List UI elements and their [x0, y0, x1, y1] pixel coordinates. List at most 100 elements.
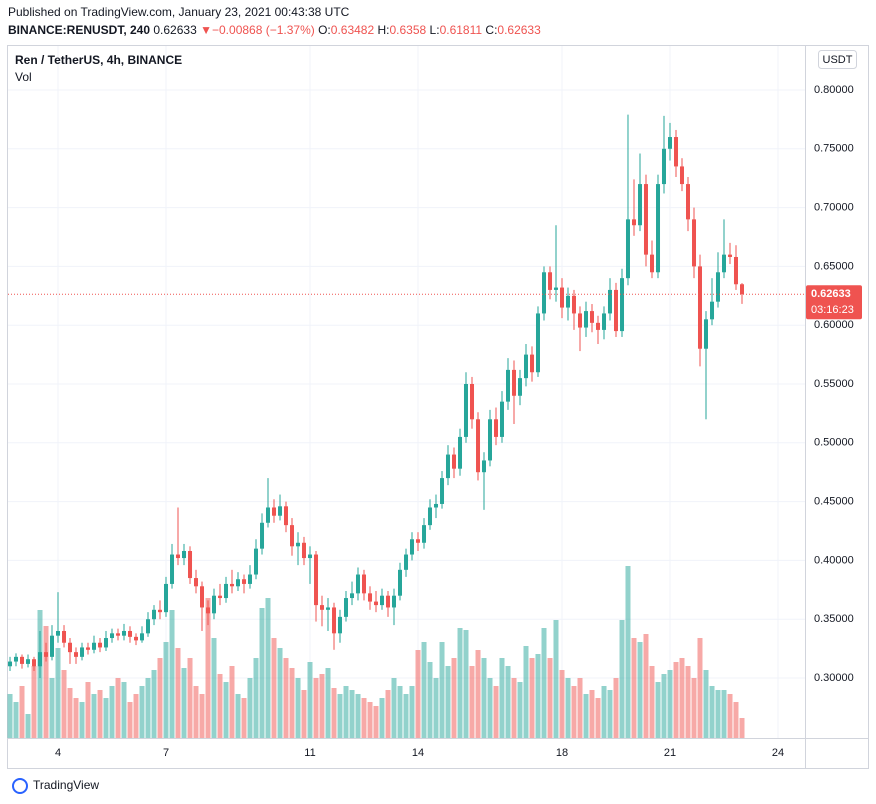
volume-bar: [697, 638, 703, 738]
volume-bar: [223, 682, 229, 738]
candle-body: [391, 595, 396, 608]
volume-bar: [349, 690, 355, 738]
candle-body: [152, 609, 157, 620]
candle-body: [620, 278, 625, 332]
low-value: 0.61811: [439, 23, 483, 37]
candle-body: [535, 313, 540, 373]
candle-body: [85, 647, 90, 650]
candle-body: [326, 607, 331, 610]
volume-bar: [373, 706, 379, 738]
volume-bar: [43, 626, 49, 738]
candle-body: [625, 219, 630, 279]
volume-bar: [109, 686, 115, 738]
volume-bar: [511, 678, 517, 738]
volume-bar: [469, 666, 475, 738]
volume-bar: [403, 694, 409, 738]
grid: [8, 46, 805, 738]
candle-body: [116, 633, 121, 636]
candles: [8, 114, 745, 679]
candle-body: [512, 369, 517, 396]
volume-bar: [457, 628, 463, 738]
candle-body: [103, 638, 108, 648]
volume-bar: [265, 598, 271, 738]
candle-body: [121, 630, 126, 636]
candle-body: [656, 184, 661, 273]
volume-bar: [13, 702, 19, 738]
volume-bar: [427, 662, 433, 738]
candle-body: [74, 652, 79, 657]
volume-bar: [505, 666, 511, 738]
candle-body: [499, 401, 504, 437]
y-tick-label: 0.75000: [814, 143, 854, 155]
volume-bar: [217, 674, 223, 738]
candle-body: [386, 595, 391, 608]
volume-bar: [379, 698, 385, 738]
volume-bar: [559, 670, 565, 738]
volume-bar: [589, 690, 595, 738]
volume-bar: [439, 642, 445, 738]
volume-bar: [703, 670, 709, 738]
volume-bar: [157, 658, 163, 738]
candle-body: [242, 579, 247, 584]
volume-bar: [73, 698, 79, 738]
candle-body: [422, 525, 427, 543]
volume-bar: [463, 630, 469, 738]
candle-body: [344, 598, 349, 617]
candle-body: [638, 184, 643, 226]
change-arrow: ▼: [200, 23, 212, 37]
volume-bar: [319, 674, 325, 738]
y-tick-label: 0.55000: [814, 378, 854, 390]
volume-bar: [727, 694, 733, 738]
volume-bar: [409, 686, 415, 738]
x-tick-label: 4: [55, 747, 61, 759]
candle-body: [206, 607, 211, 614]
candle-body: [13, 656, 18, 662]
candle-body: [368, 593, 373, 602]
volume-bar: [451, 658, 457, 738]
candle-body: [308, 554, 313, 559]
candle-body: [728, 254, 733, 257]
volume-bar: [289, 668, 295, 738]
candle-body: [110, 633, 115, 639]
candle-body: [49, 635, 54, 657]
candle-body: [301, 542, 306, 559]
candle-body: [218, 595, 223, 599]
volume-bar: [283, 658, 289, 738]
currency-box[interactable]: [818, 50, 857, 69]
x-tick-label: 21: [664, 747, 676, 759]
candle-body: [733, 256, 738, 285]
candle-body: [692, 219, 697, 267]
candle-body: [128, 630, 133, 637]
candle-body: [38, 652, 43, 667]
candle-body: [236, 579, 241, 587]
candle-body: [92, 642, 97, 650]
published: Published on TradingView.com, January 23…: [8, 5, 350, 19]
tradingview-logo: [12, 778, 28, 794]
candle-body: [260, 522, 265, 549]
volume-bar: [661, 674, 667, 738]
x-tick-label: 24: [772, 747, 784, 759]
candle-body: [715, 272, 720, 302]
volume-bar: [19, 686, 25, 738]
volume-bar: [277, 648, 283, 738]
volume-bar: [115, 678, 121, 738]
candle-body: [31, 659, 36, 667]
volume-bar: [91, 694, 97, 738]
volume-bar: [637, 642, 643, 738]
high-value: 0.6358: [389, 23, 427, 37]
candle-body: [679, 166, 684, 185]
volume-bar: [391, 678, 397, 738]
candle-body: [704, 319, 709, 349]
candle-body: [740, 284, 745, 295]
last-price: 0.62633: [153, 23, 197, 37]
chart-title: Ren / TetherUS, 4h, BINANCE: [15, 53, 182, 67]
candle-body: [607, 289, 612, 314]
volume-bar: [499, 658, 505, 738]
volume-bar: [121, 682, 127, 738]
high-label: H:: [377, 23, 390, 37]
volume-bar: [343, 686, 349, 738]
volume-bar: [25, 714, 31, 738]
currency[interactable]: USDT: [823, 54, 853, 66]
volume-bar: [679, 658, 685, 738]
volume-bar: [187, 658, 193, 738]
